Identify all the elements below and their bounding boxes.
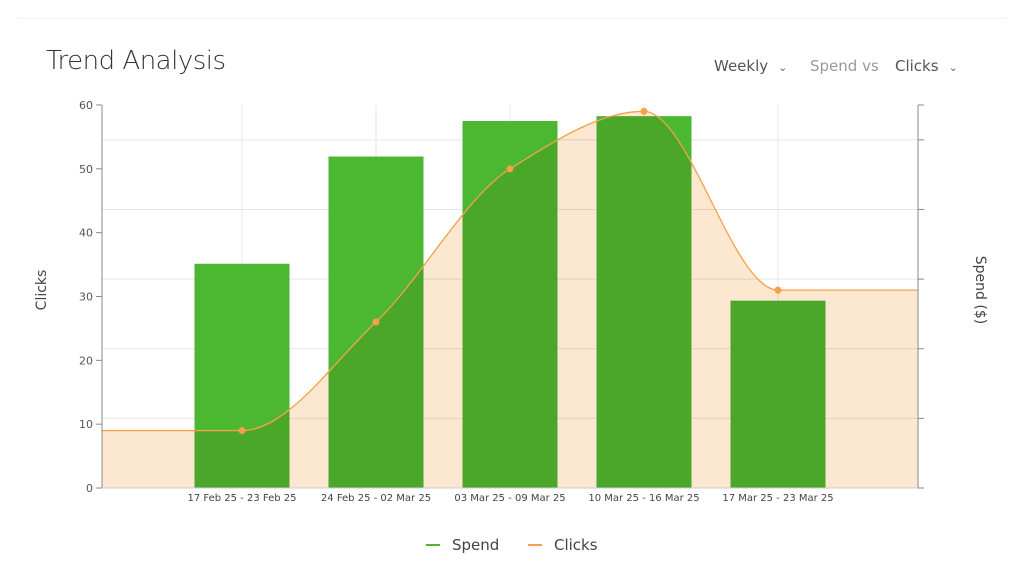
area-clicks: [102, 111, 918, 488]
legend-item-spend[interactable]: Spend: [426, 536, 499, 554]
x-tick-label: 03 Mar 25 - 09 Mar 25: [454, 493, 565, 504]
chart-card: [18, 18, 1006, 571]
point-clicks: [640, 107, 648, 115]
x-tick-label: 24 Feb 25 - 02 Mar 25: [321, 493, 431, 504]
legend-label: Clicks: [554, 536, 598, 554]
clicks-swatch: [528, 544, 542, 546]
x-tick-label: 17 Mar 25 - 23 Mar 25: [722, 493, 833, 504]
spend-swatch: [426, 544, 440, 546]
compare-label: Spend vs: [810, 57, 879, 75]
metric-dropdown[interactable]: Clicks ⌄: [895, 57, 958, 75]
y-tick-label-left: 20: [79, 354, 93, 367]
point-clicks: [372, 318, 380, 326]
y-axis-right-label: Spend ($): [972, 256, 988, 324]
point-clicks: [506, 165, 514, 173]
point-clicks: [774, 286, 782, 294]
chevron-down-icon: ⌄: [948, 61, 958, 74]
x-tick-label: 10 Mar 25 - 16 Mar 25: [588, 493, 699, 504]
period-value: Weekly: [714, 57, 769, 75]
point-clicks: [238, 427, 246, 435]
y-tick-label-left: 40: [79, 227, 93, 240]
metric-value: Clicks: [895, 57, 939, 75]
legend-label: Spend: [452, 536, 500, 554]
y-tick-label-left: 60: [79, 99, 93, 112]
y-tick-label-left: 30: [79, 291, 93, 304]
y-tick-label-left: 10: [79, 418, 93, 431]
chevron-down-icon: ⌄: [778, 61, 788, 74]
y-tick-label-left: 50: [79, 163, 93, 176]
page-title: Trend Analysis: [46, 46, 226, 76]
legend-item-clicks[interactable]: Clicks: [528, 536, 598, 554]
y-tick-label-left: 0: [86, 482, 93, 495]
x-tick-label: 17 Feb 25 - 23 Feb 25: [188, 493, 297, 504]
period-dropdown[interactable]: Weekly ⌄: [714, 57, 787, 75]
y-axis-left-label: Clicks: [34, 270, 50, 311]
